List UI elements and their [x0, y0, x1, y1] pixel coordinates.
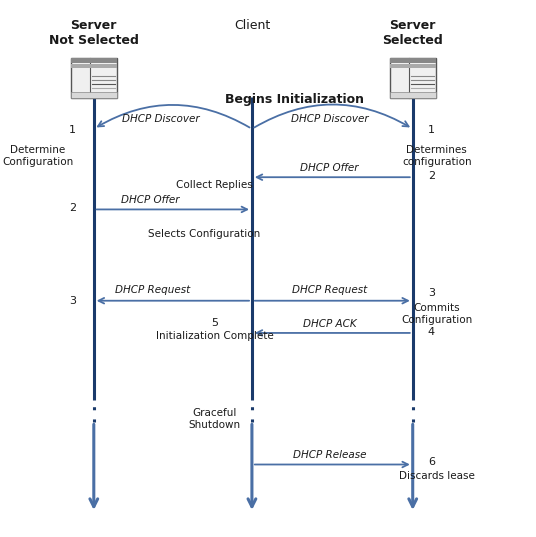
Text: Discards lease: Discards lease	[399, 471, 475, 481]
Text: DHCP Offer: DHCP Offer	[300, 163, 359, 173]
Bar	[71, 92, 116, 98]
Bar	[390, 58, 435, 63]
Text: 5: 5	[211, 318, 218, 328]
Text: Server
Not Selected: Server Not Selected	[49, 19, 139, 47]
Bar	[390, 58, 435, 98]
Text: 3: 3	[69, 296, 76, 306]
Text: 6: 6	[428, 457, 435, 467]
Text: 4: 4	[428, 327, 435, 337]
Text: Begins Initialization: Begins Initialization	[225, 93, 364, 106]
Text: 2: 2	[69, 203, 76, 213]
Text: 1: 1	[69, 125, 76, 135]
Text: Collect Replies: Collect Replies	[176, 180, 253, 190]
Text: DHCP Discover: DHCP Discover	[122, 113, 199, 124]
Text: DHCP ACK: DHCP ACK	[303, 318, 356, 329]
Text: Graceful
Shutdown: Graceful Shutdown	[188, 408, 241, 430]
Text: Client: Client	[234, 19, 270, 32]
Bar	[390, 64, 435, 68]
Text: 2: 2	[428, 171, 435, 181]
Text: Determine
Configuration: Determine Configuration	[2, 145, 73, 166]
Text: Determines
configuration: Determines configuration	[402, 145, 472, 166]
Text: 3: 3	[428, 288, 435, 297]
Text: Server
Selected: Server Selected	[382, 19, 443, 47]
Bar	[71, 64, 116, 68]
Text: Commits
Configuration: Commits Configuration	[401, 303, 472, 325]
Text: DHCP Release: DHCP Release	[293, 450, 367, 460]
Text: DHCP Offer: DHCP Offer	[121, 195, 180, 205]
Bar	[71, 58, 116, 63]
Text: Selects Configuration: Selects Configuration	[147, 229, 260, 238]
Bar	[390, 92, 435, 98]
Bar	[71, 58, 116, 98]
Text: Initialization Complete: Initialization Complete	[155, 331, 273, 340]
Text: 1: 1	[428, 125, 435, 135]
Text: DHCP Request: DHCP Request	[292, 285, 367, 295]
Text: DHCP Request: DHCP Request	[115, 285, 190, 295]
Text: DHCP Discover: DHCP Discover	[291, 113, 368, 124]
